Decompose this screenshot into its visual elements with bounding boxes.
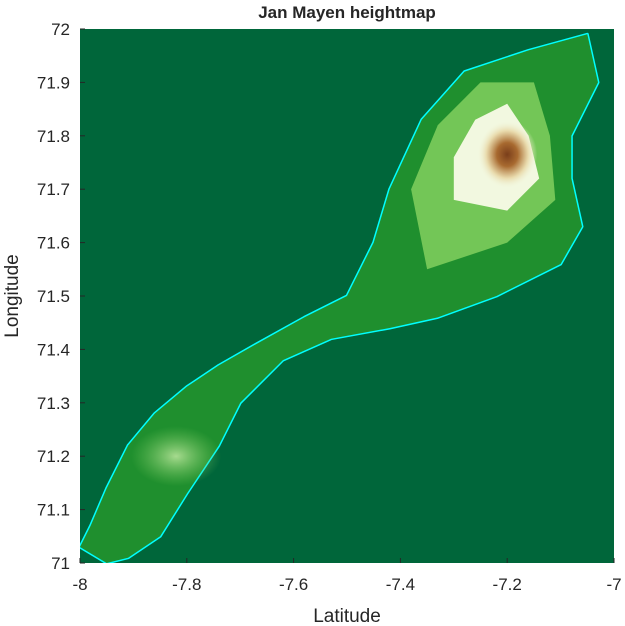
x-tick-label: -7: [606, 575, 621, 594]
y-tick-label: 71.5: [37, 287, 70, 306]
plot-area: [80, 29, 614, 563]
y-tick-label: 72: [51, 20, 70, 39]
y-tick-label: 71.1: [37, 501, 70, 520]
y-tick-label: 71.7: [37, 180, 70, 199]
x-tick-label: -7.4: [386, 575, 415, 594]
y-axis: 71 71.1 71.2 71.3 71.4 71.5 71.6 71.7 71.8 71.9 72: [37, 20, 85, 573]
x-axis: -8 -7.8 -7.6 -7.4 -7.2 -7: [72, 558, 622, 594]
y-tick-label: 71.9: [37, 73, 70, 92]
x-tick-label: -8: [72, 575, 87, 594]
y-tick-label: 71.8: [37, 127, 70, 146]
y-tick-label: 71: [51, 554, 70, 573]
x-tick-label: -7.8: [172, 575, 201, 594]
southern-ridge: [131, 426, 222, 487]
y-tick-label: 71.2: [37, 447, 70, 466]
y-tick-label: 71.4: [37, 340, 70, 359]
x-axis-label: Latitude: [313, 606, 381, 626]
y-axis-label: Longitude: [2, 254, 23, 337]
y-tick-label: 71.6: [37, 234, 70, 253]
x-tick-label: -7.2: [493, 575, 522, 594]
x-tick-label: -7.6: [279, 575, 308, 594]
summit-peak: [477, 120, 538, 189]
chart-title: Jan Mayen heightmap: [258, 3, 436, 22]
y-tick-label: 71.3: [37, 394, 70, 413]
